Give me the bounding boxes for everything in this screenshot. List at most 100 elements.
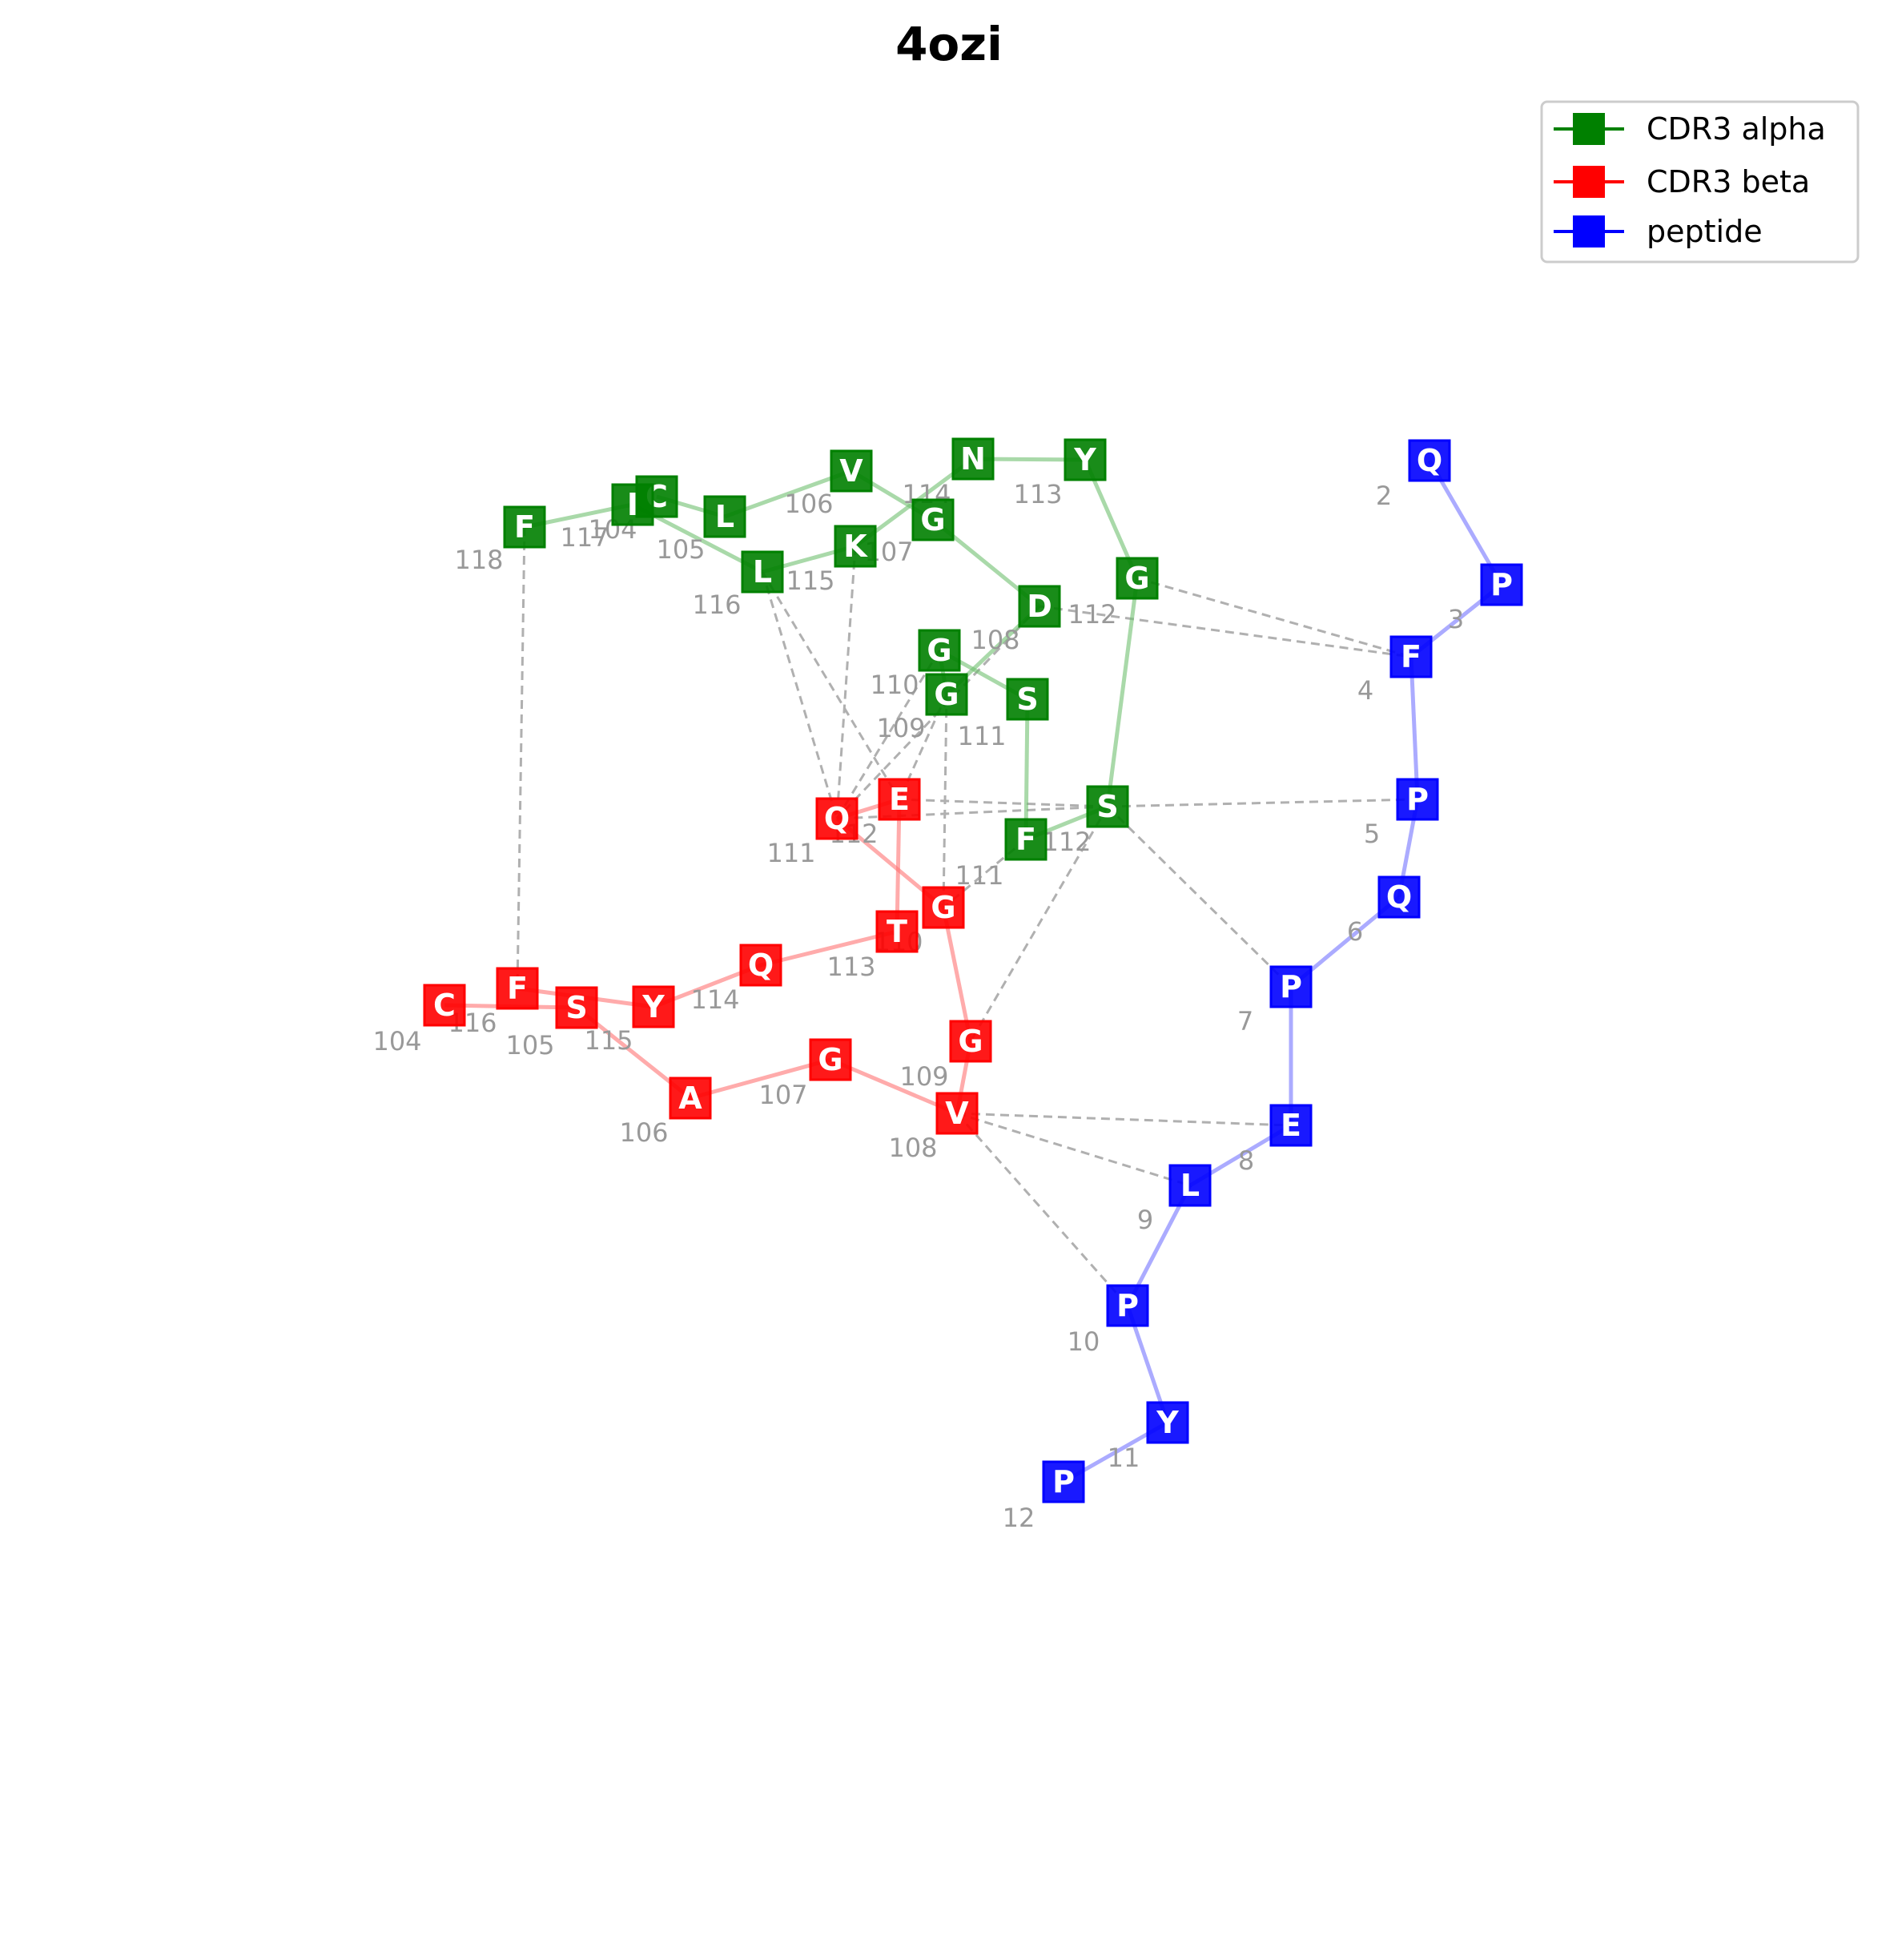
residue-letter: L bbox=[715, 499, 734, 534]
chain-backbones bbox=[444, 457, 1504, 1484]
residue-square bbox=[1116, 557, 1159, 600]
residue-square bbox=[922, 886, 965, 929]
residue-square bbox=[632, 985, 675, 1028]
residue-number-label: 115 bbox=[786, 565, 834, 596]
residue-square bbox=[918, 629, 961, 672]
residue-number-label: 107 bbox=[758, 1080, 807, 1110]
contact-edge bbox=[899, 798, 1108, 808]
residue-node-alpha: F bbox=[1004, 818, 1048, 861]
residue-node-beta: G bbox=[809, 1038, 852, 1081]
residue-square bbox=[423, 984, 466, 1027]
residue-number-label: 10 bbox=[1068, 1326, 1100, 1357]
residue-node-alpha: G bbox=[911, 498, 955, 541]
contact-edge bbox=[956, 1112, 1191, 1187]
residue-node-alpha: L bbox=[741, 550, 784, 594]
residue-square bbox=[911, 498, 955, 541]
backbone-segment-alpha bbox=[1023, 698, 1030, 840]
residue-letter: P bbox=[1280, 969, 1302, 1004]
residue-number-label: 7 bbox=[1237, 1006, 1253, 1036]
contact-edge bbox=[1136, 577, 1412, 658]
residue-node-beta: Q bbox=[739, 944, 782, 987]
residue-square bbox=[875, 910, 919, 953]
residue-node-peptide: L bbox=[1168, 1164, 1212, 1207]
residue-node-alpha: D bbox=[1018, 585, 1061, 628]
residue-node-beta: Q bbox=[815, 797, 859, 840]
residue-node-alpha: S bbox=[1006, 678, 1049, 721]
residue-square bbox=[830, 449, 873, 493]
residue-node-alpha: N bbox=[951, 437, 995, 481]
residue-letter: Y bbox=[1156, 1405, 1179, 1440]
residue-node-beta: E bbox=[878, 778, 921, 821]
residue-node-beta: A bbox=[669, 1077, 712, 1120]
contact-edge bbox=[836, 805, 1108, 820]
residue-square bbox=[935, 1092, 979, 1135]
residue-number-label: 114 bbox=[690, 984, 739, 1015]
residue-number-label: 2 bbox=[1376, 481, 1392, 511]
residue-node-alpha: I bbox=[611, 483, 654, 526]
residue-number-label: 3 bbox=[1448, 604, 1464, 634]
residue-square bbox=[1389, 635, 1433, 678]
residue-letter: D bbox=[1027, 589, 1052, 624]
legend-label-alpha: CDR3 alpha bbox=[1647, 111, 1826, 147]
residue-node-beta: F bbox=[496, 967, 539, 1010]
backbone-segment-beta bbox=[760, 929, 898, 968]
backbone-segment-beta bbox=[895, 799, 902, 932]
residue-number-label: 117 bbox=[560, 522, 609, 553]
residue-square bbox=[949, 1020, 992, 1063]
residue-node-peptide: P bbox=[1106, 1284, 1149, 1327]
residue-node-peptide: P bbox=[1042, 1460, 1085, 1503]
residue-node-peptide: Q bbox=[1377, 875, 1421, 919]
residue-number-label: 9 bbox=[1137, 1205, 1153, 1235]
residue-node-peptide: Y bbox=[1146, 1401, 1189, 1444]
residue-node-beta: C bbox=[423, 984, 466, 1027]
residue-letter: P bbox=[1490, 567, 1513, 602]
legend: CDR3 alpha CDR3 beta peptide bbox=[1540, 100, 1860, 264]
residue-node-alpha: V bbox=[830, 449, 873, 493]
residue-number-label: 11 bbox=[1108, 1443, 1140, 1473]
residue-number-label: 108 bbox=[888, 1133, 937, 1163]
residue-letter: P bbox=[1052, 1464, 1075, 1499]
residue-node-peptide: F bbox=[1389, 635, 1433, 678]
backbone-segment-peptide bbox=[1409, 656, 1420, 800]
residue-letter: L bbox=[753, 554, 772, 590]
legend-label-beta: CDR3 beta bbox=[1647, 164, 1810, 199]
contact-edge bbox=[835, 545, 857, 819]
residue-letter: E bbox=[1281, 1108, 1301, 1143]
residue-letter: G bbox=[927, 633, 951, 668]
residue-square bbox=[1168, 1164, 1212, 1207]
residue-square bbox=[1146, 1401, 1189, 1444]
residue-letter: G bbox=[818, 1042, 842, 1077]
residue-letter: G bbox=[958, 1024, 983, 1059]
residue-square bbox=[1396, 778, 1439, 821]
residue-square bbox=[1480, 563, 1523, 606]
contact-edge bbox=[516, 526, 526, 989]
residue-number-label: 111 bbox=[766, 838, 815, 868]
residue-square bbox=[703, 495, 746, 538]
residue-node-alpha: F bbox=[503, 505, 546, 549]
residue-letter: G bbox=[934, 677, 959, 712]
legend-frame bbox=[1540, 100, 1860, 264]
residue-number-label: 118 bbox=[454, 545, 503, 575]
residue-square bbox=[1408, 439, 1451, 482]
residue-number-label: 112 bbox=[1068, 599, 1116, 630]
residue-square bbox=[1269, 965, 1313, 1008]
contact-edge bbox=[761, 571, 901, 800]
residue-number-label: 111 bbox=[957, 721, 1006, 751]
residue-number-label: 105 bbox=[505, 1030, 554, 1060]
residue-square bbox=[1269, 1104, 1313, 1147]
residue-letter: Y bbox=[1073, 442, 1096, 477]
residue-square bbox=[951, 437, 995, 481]
residue-number-label: 108 bbox=[971, 625, 1019, 655]
backbone-segment-beta bbox=[941, 907, 973, 1042]
contact-edge bbox=[1106, 805, 1293, 988]
residue-number-label: 109 bbox=[876, 713, 925, 743]
residue-letter: G bbox=[1124, 561, 1149, 596]
residue-number-label: 116 bbox=[692, 590, 741, 620]
residue-number-label: 6 bbox=[1347, 916, 1363, 947]
figure-title: 4ozi bbox=[895, 17, 1003, 71]
residue-letter: Q bbox=[748, 948, 774, 983]
residue-letter: S bbox=[565, 990, 587, 1025]
residue-letter: V bbox=[945, 1096, 969, 1131]
residue-number-label: 113 bbox=[1013, 479, 1062, 509]
